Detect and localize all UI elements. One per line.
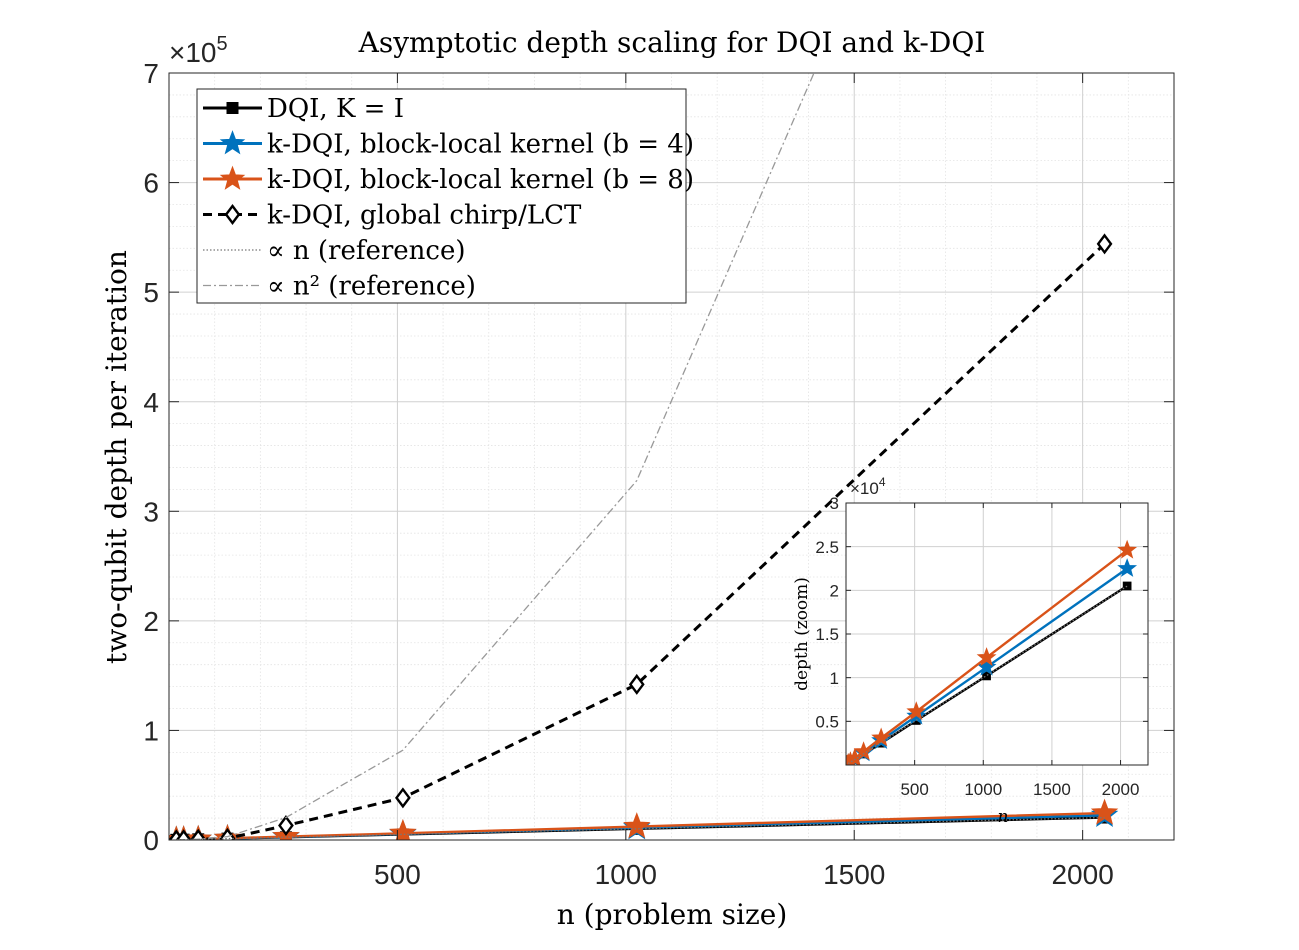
legend-label: k-DQI, block-local kernel (b = 8) — [267, 165, 694, 195]
chart-title: Asymptotic depth scaling for DQI and k-D… — [358, 26, 986, 59]
legend-item-ref_n: ∝ n (reference) — [203, 236, 466, 266]
y-multiplier-base: ×10 — [169, 37, 217, 68]
inset-y-multiplier-exponent: 4 — [879, 475, 886, 489]
x-tick-label: 1500 — [823, 859, 885, 890]
legend-label: ∝ n (reference) — [267, 236, 466, 266]
data-point-kdqi_b8 — [906, 701, 927, 721]
y-tick-label: 1 — [143, 716, 159, 747]
y-tick-label: 3 — [143, 496, 159, 527]
y-multiplier: ×105 — [169, 33, 228, 68]
legend-item-kdqi_b4: k-DQI, block-local kernel (b = 4) — [203, 130, 694, 160]
y-tick-label: 1.5 — [815, 625, 839, 644]
y-tick-label: 5 — [143, 277, 159, 308]
data-point-kdqi_b8 — [1090, 798, 1119, 825]
inset-axes: 500 1000 1500 2000 0.5 1 1.5 2 2.5 3 depth (zoom)… — [792, 475, 1149, 827]
data-point-kdqi_b8 — [853, 741, 874, 761]
y-tick-label: 0.5 — [815, 712, 839, 731]
data-point-kdqi_global — [395, 787, 411, 809]
data-point-dqi — [982, 671, 991, 681]
legend-item-dqi: DQI, K = I — [203, 94, 404, 124]
y-tick-label: 7 — [143, 58, 159, 89]
x-tick-label: 1000 — [964, 780, 1002, 799]
y-tick-label: 1 — [830, 669, 839, 688]
inset-y-axis-label: depth (zoom) — [792, 577, 812, 691]
data-point-kdqi_b8 — [1117, 539, 1138, 559]
series-line-ref_n — [847, 585, 1128, 765]
inset-y-multiplier-base: ×10 — [850, 479, 879, 498]
y-axis-label: two-qubit depth per iteration — [100, 250, 133, 664]
inset-x-axis-label: n — [998, 807, 1009, 827]
x-tick-label: 1500 — [1033, 780, 1071, 799]
y-tick-label: 0 — [143, 825, 159, 856]
y-tick-label: 4 — [143, 387, 159, 418]
inset-y-multiplier: ×104 — [850, 475, 886, 498]
x-tick-label: 500 — [900, 780, 928, 799]
y-tick-label: 2 — [143, 606, 159, 637]
x-tick-label: 2000 — [1102, 780, 1140, 799]
data-point-dqi — [1122, 581, 1132, 591]
y-tick-label: 3 — [830, 494, 839, 513]
legend-label: ∝ n² (reference) — [267, 272, 476, 302]
data-point-kdqi_b8 — [623, 812, 651, 839]
legend: DQI, K = I k-DQI, block-local kernel (b =… — [196, 88, 694, 304]
legend-label: k-DQI, global chirp/LCT — [267, 201, 582, 231]
y-multiplier-exponent: 5 — [217, 33, 228, 55]
legend-box — [196, 88, 687, 304]
x-tick-label: 500 — [374, 859, 421, 890]
legend-marker-kdqi_b8 — [219, 165, 246, 190]
legend-marker-dqi — [226, 102, 239, 114]
main-axes-box — [168, 72, 1175, 841]
data-point-kdqi_global — [190, 828, 207, 840]
y-tick-label: 2.5 — [815, 538, 839, 557]
series-line-ref_n2 — [176, 73, 815, 840]
legend-marker-kdqi_global — [224, 204, 241, 225]
data-point-kdqi_b4 — [1117, 558, 1138, 577]
x-tick-label: 1000 — [595, 859, 657, 890]
legend-item-ref_n2: ∝ n² (reference) — [203, 272, 476, 302]
y-tick-label: 2 — [830, 581, 839, 600]
series-ref_n — [847, 585, 1128, 765]
legend-item-kdqi_b8: k-DQI, block-local kernel (b = 8) — [203, 165, 694, 195]
data-point-kdqi_b8 — [976, 647, 997, 667]
legend-item-kdqi_global: k-DQI, global chirp/LCT — [203, 201, 582, 231]
legend-label: k-DQI, block-local kernel (b = 4) — [267, 130, 694, 160]
x-axis-label: n (problem size) — [557, 898, 788, 931]
data-point-kdqi_b4 — [976, 656, 997, 676]
legend-marker-kdqi_b4 — [219, 130, 246, 155]
data-point-kdqi_global — [278, 815, 294, 837]
data-point-kdqi_global — [628, 673, 645, 695]
series-kdqi_global — [169, 233, 1113, 840]
inset-ticks: 500 1000 1500 2000 0.5 1 1.5 2 2.5 3 — [815, 494, 1148, 799]
data-point-kdqi_b8 — [871, 727, 892, 747]
y-tick-label: 6 — [143, 168, 159, 199]
series-ref_n2 — [176, 73, 815, 840]
inset-series-group — [846, 539, 1138, 765]
data-point-kdqi_b8 — [389, 818, 417, 840]
data-point-kdqi_global — [175, 829, 192, 840]
legend-label: DQI, K = I — [267, 94, 404, 124]
data-point-kdqi_global — [1096, 233, 1113, 255]
series-line-kdqi_global — [176, 242, 1106, 840]
x-tick-label: 2000 — [1051, 859, 1113, 890]
